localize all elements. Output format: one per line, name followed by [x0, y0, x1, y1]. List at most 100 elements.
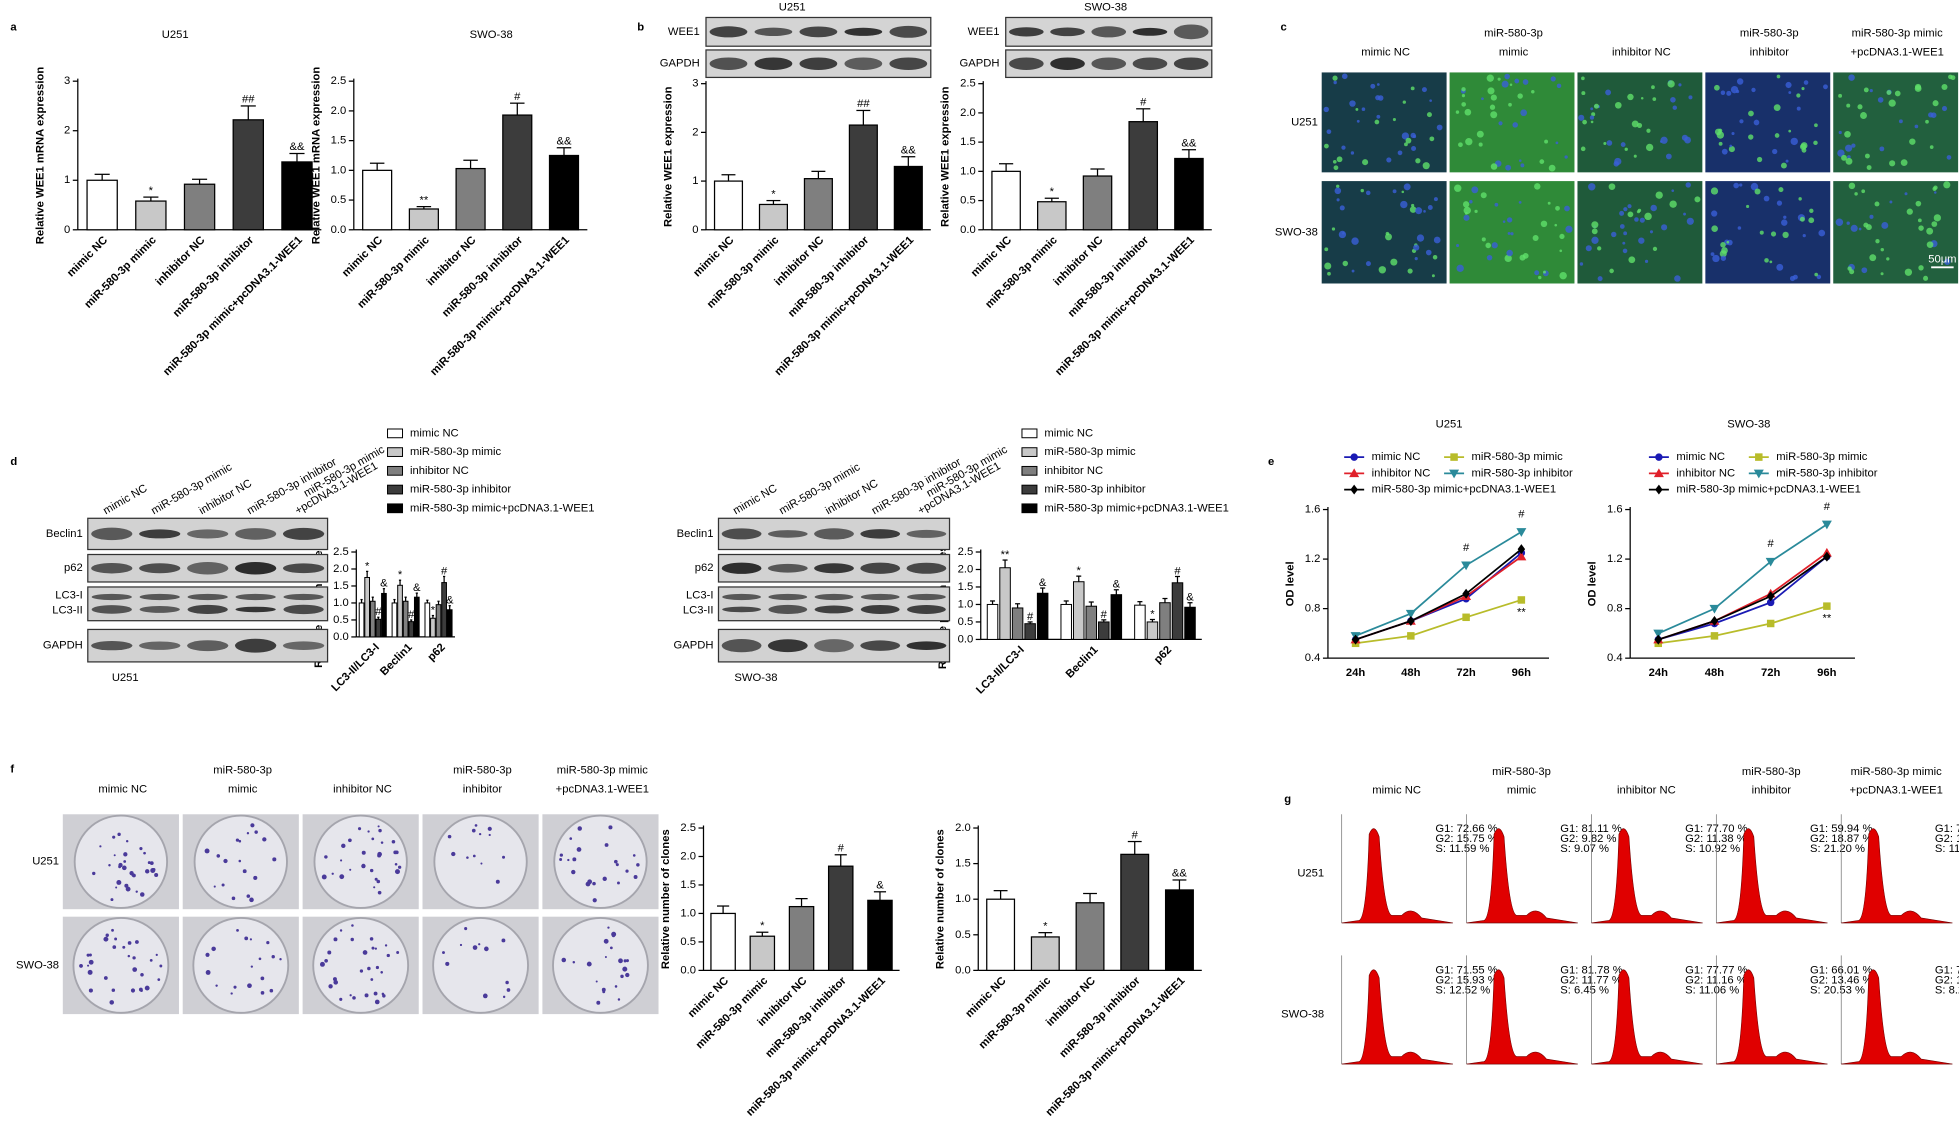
bar — [788, 905, 815, 972]
legend-label: miR-580-3p mimic+pcDNA3.1-WEE1 — [1044, 502, 1228, 514]
cell — [1633, 154, 1637, 158]
colony — [601, 987, 606, 992]
y-axis-label: Relative WEE1 expression — [662, 86, 674, 227]
cell — [1591, 228, 1598, 235]
cell — [1498, 121, 1503, 126]
cell — [1564, 205, 1570, 212]
cell — [1463, 214, 1470, 221]
cell — [1603, 141, 1607, 145]
y-tick-label: 0.0 — [333, 631, 349, 643]
cell — [1458, 142, 1463, 148]
legend-label: miR-580-3p inhibitor — [1472, 467, 1573, 479]
colony — [369, 868, 374, 873]
cell — [1640, 96, 1644, 100]
colony — [122, 865, 127, 871]
cell — [1933, 214, 1941, 222]
cell — [1661, 224, 1668, 231]
cell — [1474, 209, 1478, 214]
bar — [502, 114, 533, 231]
colony — [464, 927, 468, 931]
colony — [615, 863, 619, 867]
y-tick-label: 0.0 — [960, 224, 976, 236]
colony — [250, 965, 253, 968]
cell — [1838, 93, 1843, 98]
cell — [1909, 138, 1916, 145]
blot-band — [235, 593, 276, 601]
lane-label: miR-580-3p mimic — [149, 461, 234, 517]
x-tick-label: 72h — [1456, 667, 1475, 679]
cell — [1845, 157, 1853, 165]
marker — [1350, 484, 1358, 495]
cell — [1848, 182, 1856, 190]
cell — [1780, 162, 1787, 169]
colony — [602, 876, 607, 882]
colony — [213, 885, 216, 888]
cell — [1507, 231, 1511, 235]
marker — [1709, 604, 1720, 614]
y-tick-label: 0 — [692, 224, 698, 236]
colony — [370, 978, 374, 981]
y-tick-label: 2.5 — [680, 822, 696, 834]
y-tick-label: 2.0 — [960, 107, 976, 119]
colony — [623, 959, 627, 963]
legend-label: miR-580-3p mimic+pcDNA3.1-WEE1 — [1676, 484, 1860, 496]
colony — [377, 890, 382, 895]
colony — [592, 881, 596, 886]
cycle-stat: G1: 81.11 % — [1560, 823, 1622, 835]
cell — [1644, 259, 1649, 263]
legend-label: miR-580-3p inhibitor — [1776, 467, 1877, 479]
colony — [472, 854, 476, 858]
cell — [1720, 90, 1726, 95]
chart-title: SWO-38 — [470, 29, 513, 41]
annotation: # — [1463, 542, 1470, 554]
legend-swatch — [1021, 503, 1038, 514]
legend-swatch — [387, 465, 404, 476]
cell — [1796, 93, 1801, 98]
cell — [1726, 90, 1732, 96]
cell — [1880, 272, 1884, 276]
colony — [328, 984, 333, 989]
cell — [1401, 190, 1405, 194]
legend-label: mimic NC — [410, 427, 459, 439]
cell — [1342, 260, 1349, 267]
cell — [1670, 97, 1676, 103]
blot-band — [799, 26, 838, 38]
legend-swatch — [387, 447, 404, 457]
column-header: miR-580-3p mimic — [1851, 766, 1943, 778]
colony — [608, 825, 613, 830]
cell — [1410, 132, 1416, 138]
cell — [1719, 250, 1727, 258]
colony — [569, 837, 573, 840]
y-tick-label: 2.5 — [960, 78, 976, 90]
cell — [1580, 146, 1586, 152]
bar — [827, 865, 854, 972]
blot-band — [235, 606, 276, 613]
cell — [1579, 262, 1584, 266]
marker — [1462, 588, 1470, 599]
x-tick-label: LC3-II/LC3-I — [974, 644, 1027, 697]
cell — [1694, 196, 1701, 203]
cell — [1776, 263, 1784, 271]
y-tick-label: 0.0 — [331, 224, 347, 236]
cell — [1669, 200, 1677, 208]
cell — [1351, 237, 1359, 245]
bar — [867, 899, 893, 972]
marker — [1405, 609, 1416, 619]
cell — [1714, 84, 1720, 91]
colony — [108, 863, 111, 867]
chart-title: SWO-38 — [1727, 419, 1770, 431]
x-tick-label: mimic NC — [65, 234, 110, 279]
cell — [1748, 110, 1754, 117]
cell — [1332, 75, 1338, 81]
blot-band — [767, 530, 808, 538]
column-header: inhibitor NC — [1612, 46, 1671, 58]
cell — [1591, 221, 1599, 229]
cell — [1623, 231, 1628, 236]
y-tick-label: 1.0 — [680, 907, 696, 919]
x-tick-label: 72h — [1761, 667, 1780, 679]
y-tick-label: 2.5 — [331, 75, 347, 87]
blot-band — [187, 604, 228, 615]
y-tick-label: 2 — [692, 126, 698, 138]
colony — [253, 875, 258, 880]
legend-label: inhibitor NC — [1676, 467, 1735, 479]
